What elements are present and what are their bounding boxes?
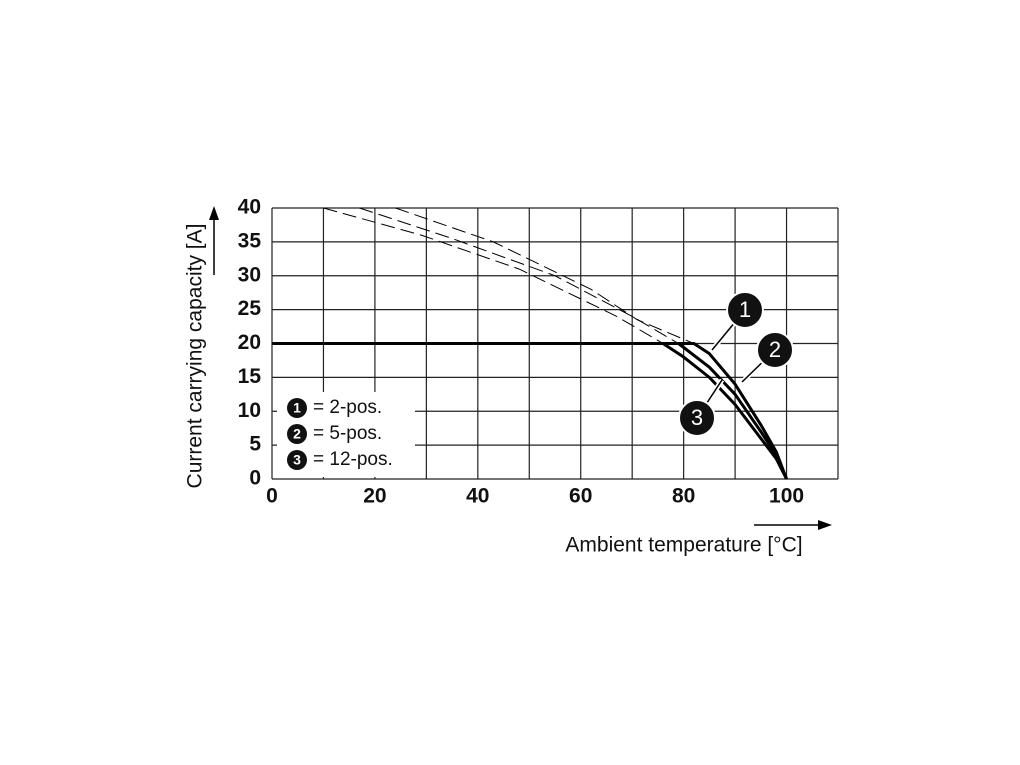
x-arrow-head [818,520,832,530]
y-tick-label: 15 [238,365,262,388]
y-tick-label: 25 [238,297,262,320]
capacity-curve [272,342,788,480]
x-tick-label: 20 [363,485,386,508]
x-tick-label: 40 [466,485,489,508]
legend-marker [287,424,307,444]
legend-marker [287,398,307,418]
x-tick-label: 80 [672,485,695,508]
x-tick-label: 60 [569,485,592,508]
curves [272,207,788,480]
y-tick-label: 0 [249,467,261,490]
callout-circle [678,399,716,437]
legend: 1 = 2-pos. 2 = 5-pos. 3 = 12-pos. [277,392,415,477]
legend-marker-label: 2 [293,426,301,442]
legend-label: = 12-pos. [313,449,393,470]
y-tick-label: 30 [238,263,261,286]
x-tick-label: 0 [266,485,278,508]
callout-label: 2 [769,337,781,362]
y-tick-label: 5 [249,433,261,456]
y-arrow-head [209,206,219,220]
legend-label: = 5-pos. [313,423,382,444]
capacity-curve [272,342,788,480]
legend-marker-label: 3 [293,452,301,468]
y-tick-label: 20 [238,331,261,354]
callout-circle [756,331,794,369]
extension-curve [323,207,664,344]
x-axis-title: Ambient temperature [°C] [565,534,802,557]
legend-marker [287,450,307,470]
y-axis-title: Current carrying capacity [A] [184,224,207,489]
legend-marker-label: 1 [293,400,301,416]
y-tick-label: 10 [238,399,261,422]
y-tick-label: 40 [238,196,261,219]
extension-curve [395,207,695,344]
callouts: 12 3 [678,291,794,437]
callout-label: 3 [691,405,703,430]
extension-curve [359,207,679,344]
x-tick-label: 100 [769,485,804,508]
callout-label: 1 [739,297,751,322]
y-tick-label: 35 [238,229,262,252]
legend-label: = 2-pos. [313,397,382,418]
callout-circle [726,291,764,329]
